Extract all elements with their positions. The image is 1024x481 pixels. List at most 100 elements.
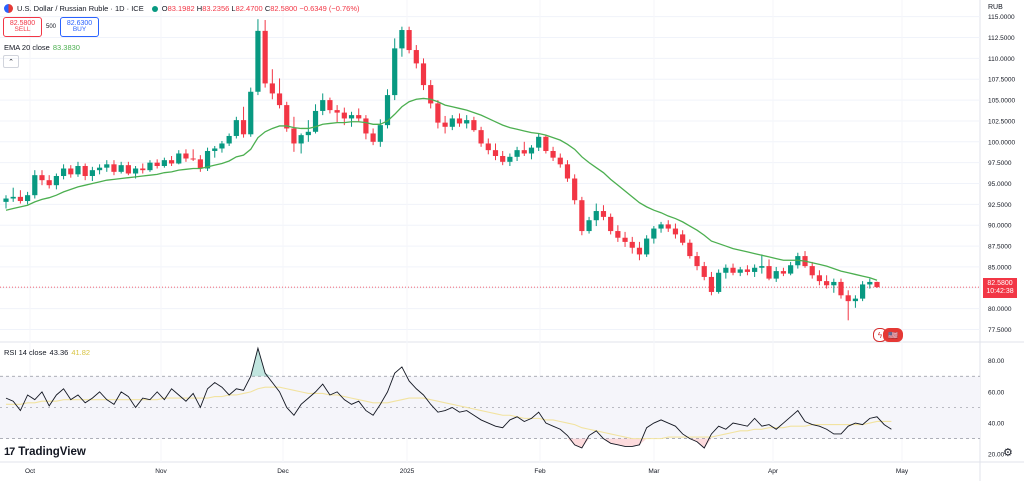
candle-body[interactable]	[255, 30, 261, 92]
candle-body[interactable]	[809, 266, 815, 276]
candle-body[interactable]	[600, 211, 607, 217]
candle-body[interactable]	[334, 110, 340, 113]
candle-body[interactable]	[687, 242, 693, 257]
candle-body[interactable]	[564, 164, 571, 179]
candle-body[interactable]	[759, 266, 765, 268]
candle-body[interactable]	[867, 281, 873, 285]
candle-body[interactable]	[824, 281, 830, 286]
candle-body[interactable]	[89, 170, 95, 177]
candle-body[interactable]	[608, 216, 614, 232]
symbol-header[interactable]: U.S. Dollar / Russian Ruble · 1D · ICE O…	[4, 4, 360, 13]
candle-body[interactable]	[413, 50, 419, 64]
candle-body[interactable]	[3, 198, 9, 202]
candle-body[interactable]	[212, 148, 218, 151]
candle-body[interactable]	[104, 164, 110, 168]
candle-body[interactable]	[204, 150, 211, 169]
candle-body[interactable]	[780, 271, 787, 274]
candle-body[interactable]	[312, 110, 319, 132]
candle-body[interactable]	[644, 238, 650, 255]
candle-body[interactable]	[420, 63, 427, 86]
candle-body[interactable]	[53, 176, 59, 186]
collapse-legend-button[interactable]: ⌃	[3, 55, 19, 68]
candle-body[interactable]	[39, 175, 45, 181]
candle-body[interactable]	[838, 281, 844, 296]
time-axis[interactable]: Oct Nov Dec 2025 Feb Mar Apr May	[25, 468, 909, 475]
candle-body[interactable]	[348, 115, 355, 119]
candle-body[interactable]	[96, 167, 103, 171]
candle-body[interactable]	[557, 157, 563, 165]
candle-body[interactable]	[10, 196, 16, 199]
us-event-icon[interactable]: 🇺🇸	[883, 328, 903, 342]
candle-body[interactable]	[32, 175, 38, 196]
candle-body[interactable]	[658, 224, 664, 229]
candle-body[interactable]	[233, 120, 239, 136]
candle-body[interactable]	[75, 165, 81, 175]
candle-body[interactable]	[874, 281, 880, 288]
candle-body[interactable]	[176, 153, 182, 164]
candle-body[interactable]	[168, 160, 175, 164]
candle-body[interactable]	[816, 275, 823, 282]
rsi-axis[interactable]: 80.00 60.00 40.00 20.00	[988, 358, 1005, 459]
rsi-legend[interactable]: RSI 14 close 43.36 41.82	[4, 348, 90, 357]
candle-body[interactable]	[190, 158, 196, 160]
gear-icon[interactable]: ⚙	[1003, 447, 1013, 459]
candle-body[interactable]	[500, 155, 506, 162]
currency-label[interactable]: RUB	[988, 4, 1003, 11]
candle-body[interactable]	[831, 281, 837, 286]
candle-body[interactable]	[291, 128, 297, 144]
candle-body[interactable]	[464, 120, 470, 124]
sell-button[interactable]: 82.5800 SELL	[3, 17, 42, 37]
candle-body[interactable]	[356, 115, 362, 119]
candle-body[interactable]	[406, 30, 412, 51]
candle-body[interactable]	[492, 150, 499, 156]
candle-body[interactable]	[788, 265, 794, 274]
candle-body[interactable]	[154, 162, 160, 166]
candle-body[interactable]	[752, 267, 758, 272]
candle-body[interactable]	[377, 125, 383, 142]
candle-body[interactable]	[140, 168, 146, 171]
candle-body[interactable]	[514, 150, 520, 157]
candle-body[interactable]	[276, 93, 283, 106]
ema-legend[interactable]: EMA 20 close 83.3830	[4, 43, 80, 52]
candle-body[interactable]	[60, 168, 67, 177]
candle-body[interactable]	[24, 195, 31, 202]
tradingview-logo[interactable]: 17 TradingView	[4, 446, 86, 458]
candle-body[interactable]	[629, 241, 635, 248]
candle-body[interactable]	[694, 256, 700, 267]
candle-body[interactable]	[723, 267, 729, 273]
candle-body[interactable]	[147, 162, 153, 171]
symbol-title[interactable]: U.S. Dollar / Russian Ruble · 1D · ICE	[17, 4, 144, 13]
candle-body[interactable]	[161, 160, 167, 166]
candle-body[interactable]	[744, 269, 751, 272]
candle-body[interactable]	[708, 276, 715, 292]
price-plot[interactable]	[0, 19, 980, 321]
candle-body[interactable]	[17, 196, 23, 202]
candle-body[interactable]	[442, 122, 448, 127]
candle-body[interactable]	[125, 165, 131, 174]
candle-body[interactable]	[665, 224, 671, 229]
candle-body[interactable]	[852, 298, 859, 302]
candle-body[interactable]	[111, 164, 117, 172]
candle-body[interactable]	[248, 91, 254, 135]
candle-body[interactable]	[766, 266, 772, 279]
candle-body[interactable]	[370, 133, 376, 142]
buy-button[interactable]: 82.6300 BUY	[60, 17, 99, 37]
candle-body[interactable]	[399, 30, 405, 49]
candle-body[interactable]	[392, 48, 398, 96]
candle-body[interactable]	[46, 180, 52, 186]
candle-body[interactable]	[435, 103, 441, 123]
candle-body[interactable]	[298, 135, 304, 144]
candle-body[interactable]	[845, 295, 851, 302]
candle-body[interactable]	[572, 178, 578, 201]
candle-body[interactable]	[543, 136, 549, 151]
candle-body[interactable]	[485, 143, 491, 151]
candle-body[interactable]	[860, 284, 866, 299]
candle-body[interactable]	[716, 272, 722, 292]
candle-body[interactable]	[521, 150, 527, 154]
candle-body[interactable]	[579, 200, 585, 232]
candle-body[interactable]	[456, 118, 463, 124]
candle-body[interactable]	[528, 147, 535, 154]
candle-body[interactable]	[384, 95, 391, 126]
candle-body[interactable]	[636, 247, 643, 255]
candle-body[interactable]	[320, 100, 326, 111]
